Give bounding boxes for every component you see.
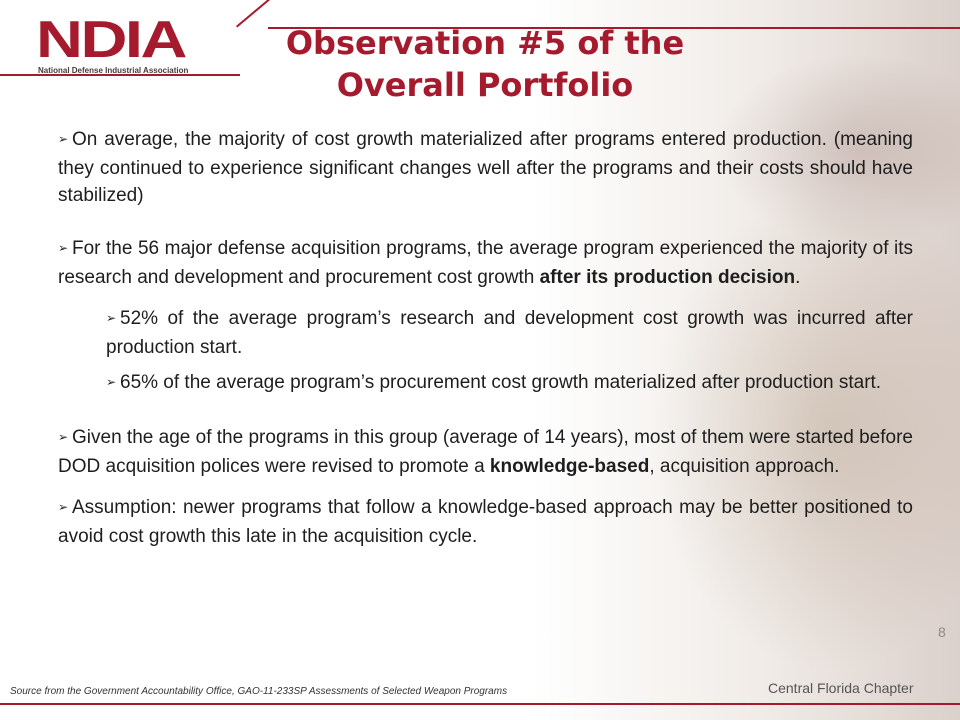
slide-title: Observation #5 of the Overall Portfolio bbox=[285, 24, 685, 104]
header-divider-left bbox=[0, 74, 240, 76]
page-number: 8 bbox=[938, 624, 946, 640]
logo-text: NDIA bbox=[36, 11, 187, 69]
bullet-1-text: On average, the majority of cost growth … bbox=[58, 129, 913, 206]
chapter-label: Central Florida Chapter bbox=[768, 680, 914, 696]
bullet-4: ➢ Assumption: newer programs that follow … bbox=[58, 494, 913, 550]
arrow-bullet-icon: ➢ bbox=[58, 500, 69, 514]
arrow-bullet-icon: ➢ bbox=[58, 430, 69, 444]
header-divider-top bbox=[268, 27, 960, 29]
bullet-3: ➢ Given the age of the programs in this g… bbox=[58, 424, 913, 480]
bullet-2-bold: after its production decision bbox=[539, 267, 796, 288]
arrow-bullet-icon: ➢ bbox=[106, 375, 117, 389]
bullet-1: ➢ On average, the majority of cost growth… bbox=[58, 126, 913, 209]
logo-subtitle: National Defense Industrial Association bbox=[38, 66, 189, 75]
source-citation: Source from the Government Accountabilit… bbox=[10, 686, 508, 697]
bullet-2: ➢ For the 56 major defense acquisition pr… bbox=[58, 235, 913, 291]
background-eagle-image bbox=[530, 0, 960, 720]
sub-bullet-1: ➢ 52% of the average program’s research a… bbox=[106, 305, 913, 361]
bullet-2-text: For the 56 major defense acquisition pro… bbox=[58, 238, 913, 288]
sub-bullet-1-text: 52% of the average program’s research an… bbox=[106, 308, 913, 358]
bullet-3-tail: , acquisition approach. bbox=[649, 456, 840, 477]
ndia-logo: NDIA National Defense Industrial Associa… bbox=[8, 6, 190, 75]
arrow-bullet-icon: ➢ bbox=[58, 132, 69, 146]
sub-bullet-2: ➢ 65% of the average program’s procuremen… bbox=[106, 369, 913, 398]
slide-body: ➢ On average, the majority of cost growth… bbox=[58, 126, 913, 550]
arrow-bullet-icon: ➢ bbox=[58, 241, 69, 255]
bullet-3-text: Given the age of the programs in this gr… bbox=[58, 427, 913, 477]
bullet-2-tail: . bbox=[795, 267, 801, 288]
bullet-4-text: Assumption: newer programs that follow a… bbox=[58, 497, 913, 547]
bullet-3-bold: knowledge-based bbox=[489, 456, 650, 477]
sub-bullet-2-text: 65% of the average program’s procurement… bbox=[120, 372, 882, 393]
footer-divider bbox=[0, 703, 960, 705]
arrow-bullet-icon: ➢ bbox=[106, 311, 117, 325]
